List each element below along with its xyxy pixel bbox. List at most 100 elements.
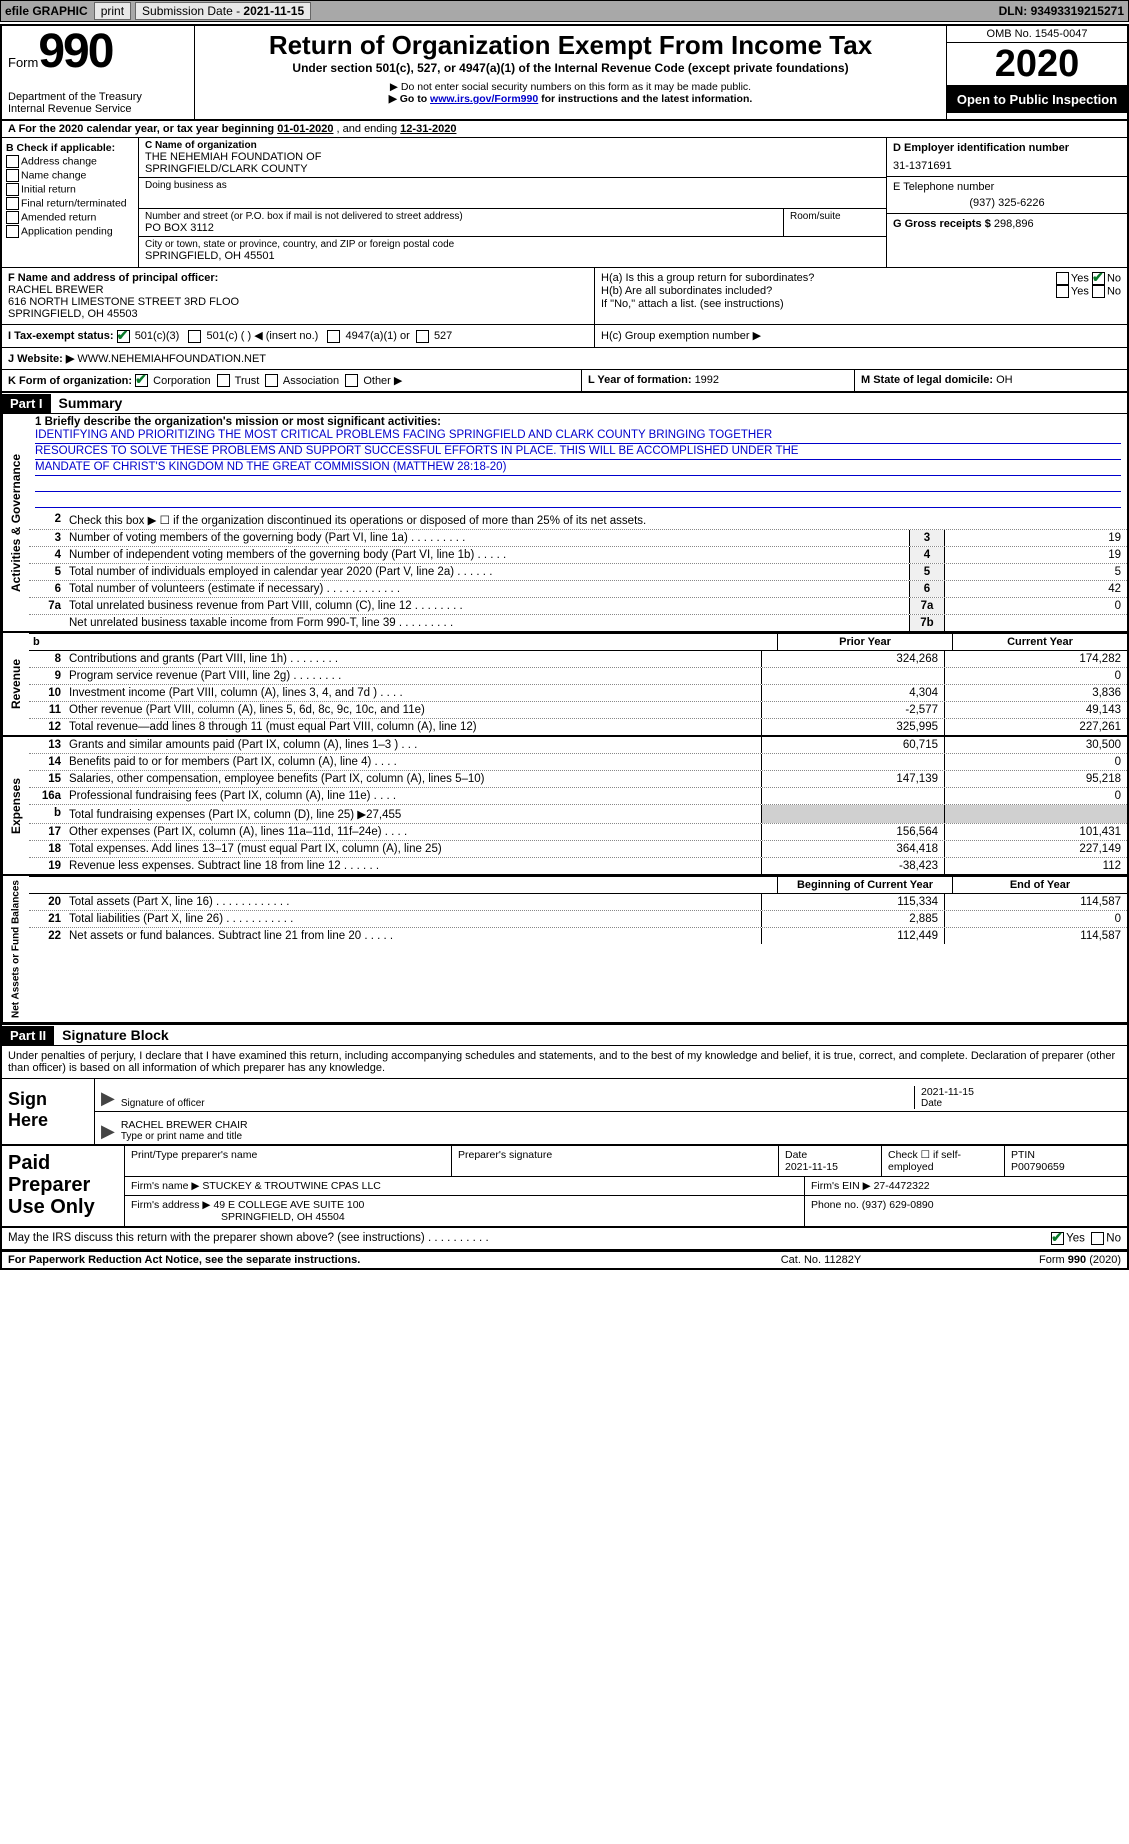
signature-arrow-icon: ▶ xyxy=(101,1088,115,1109)
efile-topbar: efile GRAPHIC print Submission Date - 20… xyxy=(0,0,1129,22)
vlabel-netassets: Net Assets or Fund Balances xyxy=(2,876,29,1022)
form-header: Form990 Department of the Treasury Inter… xyxy=(2,26,1127,121)
ein: 31-1371691 xyxy=(893,160,1121,172)
org-street: PO BOX 3112 xyxy=(145,222,777,234)
summary-line: 10Investment income (Part VIII, column (… xyxy=(29,684,1127,701)
chk-initial-return[interactable]: Initial return xyxy=(6,183,134,196)
summary-line: 20Total assets (Part X, line 16) . . . .… xyxy=(29,894,1127,910)
telephone: (937) 325-6226 xyxy=(893,197,1121,209)
summary-line: 11Other revenue (Part VIII, column (A), … xyxy=(29,701,1127,718)
form-footer: For Paperwork Reduction Act Notice, see … xyxy=(2,1251,1127,1268)
form-subtitle: Under section 501(c), 527, or 4947(a)(1)… xyxy=(201,61,940,75)
officer-name: RACHEL BREWER CHAIR xyxy=(121,1119,1121,1131)
summary-line: 18Total expenses. Add lines 13–17 (must … xyxy=(29,840,1127,857)
summary-line: 2Check this box ▶ ☐ if the organization … xyxy=(29,511,1127,529)
part-ii-header: Part II Signature Block xyxy=(2,1023,1127,1046)
summary-line: 5Total number of individuals employed in… xyxy=(29,563,1127,580)
chk-address-change[interactable]: Address change xyxy=(6,155,134,168)
dln: DLN: 93493319215271 xyxy=(995,4,1128,18)
chk-501c[interactable] xyxy=(188,330,201,343)
chk-corporation[interactable] xyxy=(135,374,148,387)
discuss-no[interactable] xyxy=(1091,1232,1104,1245)
summary-line: bTotal fundraising expenses (Part IX, co… xyxy=(29,804,1127,823)
discuss-yes[interactable] xyxy=(1051,1232,1064,1245)
col-c-org: C Name of organization THE NEHEMIAH FOUN… xyxy=(139,138,886,267)
submission-date-button[interactable]: Submission Date - 2021-11-15 xyxy=(135,2,311,20)
summary-line: Net unrelated business taxable income fr… xyxy=(29,614,1127,631)
form-number: 990 xyxy=(38,25,112,78)
h-group-return: H(a) Is this a group return for subordin… xyxy=(595,268,1127,324)
chk-527[interactable] xyxy=(416,330,429,343)
chk-name-change[interactable]: Name change xyxy=(6,169,134,182)
print-button[interactable]: print xyxy=(94,2,131,20)
summary-line: 13Grants and similar amounts paid (Part … xyxy=(29,737,1127,753)
goto-line: ▶ Go to www.irs.gov/Form990 for instruct… xyxy=(201,93,940,105)
ptin: P00790659 xyxy=(1011,1161,1121,1173)
org-city: SPRINGFIELD, OH 45501 xyxy=(145,250,880,262)
firm-name: STUCKEY & TROUTWINE CPAS LLC xyxy=(202,1180,381,1192)
form-990: Form990 Department of the Treasury Inter… xyxy=(0,24,1129,1270)
website-url: WWW.NEHEMIAHFOUNDATION.NET xyxy=(77,353,266,365)
dept-treasury: Department of the Treasury xyxy=(8,91,188,103)
summary-line: 3Number of voting members of the governi… xyxy=(29,529,1127,546)
col-de: D Employer identification number 31-1371… xyxy=(886,138,1127,267)
row-f-h: F Name and address of principal officer:… xyxy=(2,268,1127,325)
header-right: OMB No. 1545-0047 2020 Open to Public In… xyxy=(946,26,1127,119)
ha-yes[interactable] xyxy=(1056,272,1069,285)
vlabel-activities: Activities & Governance xyxy=(2,414,29,631)
summary-line: 8Contributions and grants (Part VIII, li… xyxy=(29,651,1127,667)
open-to-public: Open to Public Inspection xyxy=(947,86,1127,113)
discuss-row: May the IRS discuss this return with the… xyxy=(2,1228,1127,1251)
year-formation: 1992 xyxy=(695,374,719,386)
summary-line: 16aProfessional fundraising fees (Part I… xyxy=(29,787,1127,804)
irs-link[interactable]: www.irs.gov/Form990 xyxy=(430,93,538,105)
omb-number: OMB No. 1545-0047 xyxy=(947,26,1127,43)
vlabel-expenses: Expenses xyxy=(2,737,29,874)
hb-yes[interactable] xyxy=(1056,285,1069,298)
summary-line: 14Benefits paid to or for members (Part … xyxy=(29,753,1127,770)
summary-line: 9Program service revenue (Part VIII, lin… xyxy=(29,667,1127,684)
chk-association[interactable] xyxy=(265,374,278,387)
summary-line: 6Total number of volunteers (estimate if… xyxy=(29,580,1127,597)
summary-line: 19Revenue less expenses. Subtract line 1… xyxy=(29,857,1127,874)
chk-trust[interactable] xyxy=(217,374,230,387)
chk-application-pending[interactable]: Application pending xyxy=(6,225,134,238)
gross-receipts: 298,896 xyxy=(994,218,1034,230)
summary-line: 7aTotal unrelated business revenue from … xyxy=(29,597,1127,614)
row-a-tax-year: A For the 2020 calendar year, or tax yea… xyxy=(2,121,1127,138)
ha-no[interactable] xyxy=(1092,272,1105,285)
summary-line: 22Net assets or fund balances. Subtract … xyxy=(29,927,1127,944)
summary-line: 12Total revenue—add lines 8 through 11 (… xyxy=(29,718,1127,735)
irs-label: Internal Revenue Service xyxy=(8,103,188,115)
row-k: K Form of organization: Corporation Trus… xyxy=(2,370,1127,394)
identity-grid: B Check if applicable: Address change Na… xyxy=(2,138,1127,268)
state-domicile: OH xyxy=(996,374,1013,386)
topbar-left: efile GRAPHIC print Submission Date - 20… xyxy=(1,2,313,20)
part-i-header: Part I Summary xyxy=(2,393,1127,414)
hb-no[interactable] xyxy=(1092,285,1105,298)
summary-line: 4Number of independent voting members of… xyxy=(29,546,1127,563)
header-left: Form990 Department of the Treasury Inter… xyxy=(2,26,195,119)
chk-amended[interactable]: Amended return xyxy=(6,211,134,224)
tax-year: 2020 xyxy=(947,43,1127,86)
sign-here-block: Sign Here ▶ Signature of officer 2021-11… xyxy=(2,1078,1127,1144)
chk-501c3[interactable] xyxy=(117,330,130,343)
signature-arrow-icon: ▶ xyxy=(101,1121,115,1142)
row-j-website: J Website: ▶ WWW.NEHEMIAHFOUNDATION.NET xyxy=(2,348,1127,370)
chk-other[interactable] xyxy=(345,374,358,387)
perjury-declaration: Under penalties of perjury, I declare th… xyxy=(2,1046,1127,1078)
chk-final-return[interactable]: Final return/terminated xyxy=(6,197,134,210)
mission-block: 1 Briefly describe the organization's mi… xyxy=(29,414,1127,511)
sig-date: 2021-11-15 xyxy=(921,1086,1121,1098)
paid-preparer-block: Paid Preparer Use Only Print/Type prepar… xyxy=(2,1144,1127,1228)
firm-ein: 27-4472322 xyxy=(874,1180,930,1192)
ssn-warning: ▶ Do not enter social security numbers o… xyxy=(201,81,940,93)
header-mid: Return of Organization Exempt From Incom… xyxy=(195,26,946,119)
hc-group-exemption: H(c) Group exemption number ▶ xyxy=(594,325,1127,347)
principal-officer: F Name and address of principal officer:… xyxy=(2,268,595,324)
summary-line: 15Salaries, other compensation, employee… xyxy=(29,770,1127,787)
row-i: I Tax-exempt status: 501(c)(3) 501(c) ( … xyxy=(2,325,1127,348)
summary-body: Activities & Governance 1 Briefly descri… xyxy=(2,414,1127,1023)
summary-line: 17Other expenses (Part IX, column (A), l… xyxy=(29,823,1127,840)
chk-4947[interactable] xyxy=(327,330,340,343)
